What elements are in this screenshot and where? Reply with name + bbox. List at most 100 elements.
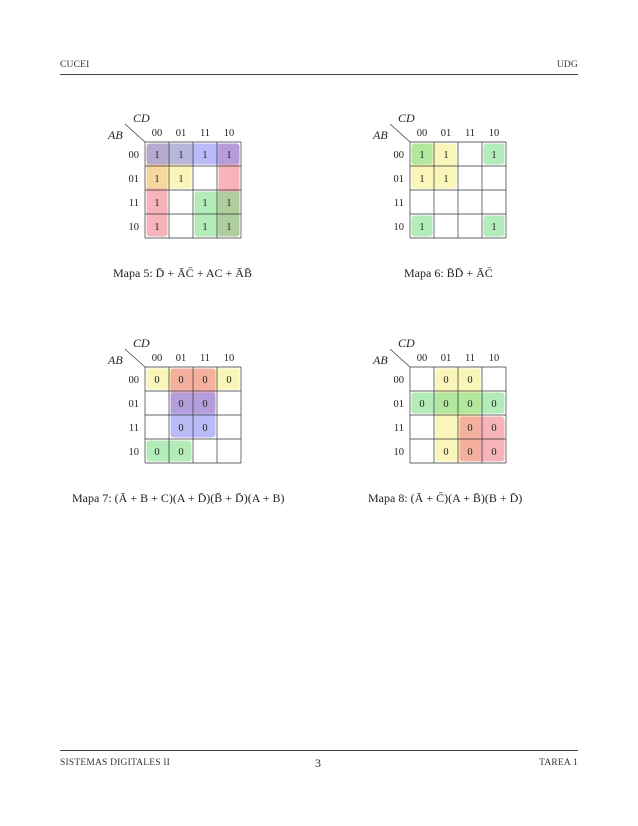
kmap-cell-value: 0 [467, 399, 472, 410]
kmap-cell-value: 1 [226, 198, 231, 209]
kmap-cell-value: 0 [467, 447, 472, 458]
kmap-cell-value: 0 [491, 447, 496, 458]
kmap-diagonal [389, 348, 411, 368]
kmap-group-1 [411, 143, 433, 165]
kmap-cell-value: 1 [226, 150, 231, 161]
kmap-col-header: 01 [441, 128, 452, 139]
kmap-cell-value: 0 [226, 375, 231, 386]
kmap-cell-value: 1 [419, 150, 424, 161]
kmap-cell-value: 0 [202, 423, 207, 434]
kmap-row-header: 11 [394, 423, 404, 434]
kmap-cell-value: 1 [154, 198, 159, 209]
kmap-col-header: 11 [200, 353, 210, 364]
kmap-row-header: 11 [129, 423, 139, 434]
kmap-cell-value: 0 [467, 423, 472, 434]
kmap-cell-value: 0 [491, 423, 496, 434]
kmap-diagonal [124, 348, 146, 368]
kmap-row-header: 01 [129, 174, 140, 185]
kmap-cell-value: 1 [154, 174, 159, 185]
kmap-cell-value: 1 [202, 222, 207, 233]
kmap-row-var: AB [372, 128, 388, 142]
kmap-row-var: AB [107, 353, 123, 367]
kmap-cell-value: 1 [202, 150, 207, 161]
kmap-col-header: 00 [152, 128, 163, 139]
kmap-row-header: 11 [129, 198, 139, 209]
kmap-cell-value: 0 [154, 447, 159, 458]
caption-map-6: Mapa 6: B̄D̄ + ĀC̄ [404, 266, 493, 280]
kmap-cell-value: 0 [154, 375, 159, 386]
kmap-cell-value: 0 [202, 399, 207, 410]
kmap-col-header: 11 [465, 128, 475, 139]
kmap-row-var: AB [372, 353, 388, 367]
kmap-col-header: 01 [176, 128, 187, 139]
kmap-group-4 [483, 215, 505, 237]
kmap-cell-value: 1 [202, 198, 207, 209]
kmap-cell-value: 0 [178, 375, 183, 386]
kmap-row-header: 10 [394, 222, 405, 233]
kmap-col-header: 00 [152, 353, 163, 364]
kmap-group-2 [483, 143, 505, 165]
footer-left: SISTEMAS DIGITALES II [60, 758, 171, 768]
kmap-row-header: 01 [129, 399, 140, 410]
header-right: UDG [556, 60, 578, 70]
kmap-col-header: 10 [224, 353, 235, 364]
kmap-row-header: 10 [394, 447, 405, 458]
kmap-row-header: 00 [394, 375, 405, 386]
kmap-col-header: 01 [441, 353, 452, 364]
kmap-row-var: AB [107, 128, 123, 142]
kmap-cell-value: 0 [178, 399, 183, 410]
kmap-diagonal [124, 123, 146, 143]
kmap-row-header: 01 [394, 174, 405, 185]
kmap-7: CD AB 00 01 11 10 00 01 11 10 0 0 0 0 0 0 0 0 0 0 [100, 333, 260, 464]
kmap-col-header: 11 [200, 128, 210, 139]
caption-map-8: Mapa 8: (Ā + C̄)(A + B̄)(B + D̄) [368, 491, 523, 505]
kmap-col-var: CD [398, 111, 415, 125]
kmap-8: CD AB 00 01 11 10 00 01 11 10 0 0 0 0 0 0 0 0 0 0 0 [365, 333, 525, 464]
kmap-cell-value: 1 [419, 222, 424, 233]
kmap-cell-value: 0 [178, 423, 183, 434]
footer-right: TAREA 1 [539, 758, 578, 768]
kmap-col-header: 00 [417, 353, 428, 364]
kmap-cell-value: 0 [467, 375, 472, 386]
kmap-cell-value: 0 [443, 447, 448, 458]
kmap-row-header: 11 [394, 198, 404, 209]
kmap-diagonal [389, 123, 411, 143]
kmap-col-header: 10 [489, 353, 500, 364]
kmap-cell-value: 1 [443, 174, 448, 185]
header-rule [60, 74, 578, 75]
footer-rule [60, 750, 578, 751]
kmap-col-header: 00 [417, 128, 428, 139]
kmap-cell-value: 1 [178, 174, 183, 185]
kmap-col-var: CD [133, 111, 150, 125]
kmap-cell-value: 1 [226, 222, 231, 233]
kmap-cell-value: 1 [178, 150, 183, 161]
kmap-col-header: 10 [489, 128, 500, 139]
kmap-cell-value: 0 [443, 375, 448, 386]
kmap-cell-value: 0 [178, 447, 183, 458]
kmap-cell-value: 1 [491, 150, 496, 161]
kmap-row-header: 01 [394, 399, 405, 410]
kmap-row-header: 10 [129, 447, 140, 458]
kmap-col-header: 10 [224, 128, 235, 139]
kmap-row-header: 10 [129, 222, 140, 233]
kmap-6: CD AB 00 01 11 10 00 01 11 10 1 1 1 1 1 1 1 [365, 108, 525, 239]
kmap-row-header: 00 [129, 150, 140, 161]
kmap-row-header: 00 [129, 375, 140, 386]
kmap-col-header: 11 [465, 353, 475, 364]
kmap-cell-value: 1 [419, 174, 424, 185]
kmap-cell-value: 1 [154, 150, 159, 161]
kmap-group-3 [411, 215, 433, 237]
kmap-5: CD AB 00 01 11 10 00 01 11 10 1 1 1 1 1 1 1 1 1 1 1 1 [100, 108, 260, 239]
kmap-cell-value: 1 [443, 150, 448, 161]
kmap-cell-value: 1 [154, 222, 159, 233]
kmap-cell-value: 0 [202, 375, 207, 386]
kmap-cell-value: 0 [419, 399, 424, 410]
kmap-col-var: CD [398, 336, 415, 350]
kmap-cell-value: 0 [443, 399, 448, 410]
kmap-col-var: CD [133, 336, 150, 350]
page-number: 3 [315, 756, 322, 770]
